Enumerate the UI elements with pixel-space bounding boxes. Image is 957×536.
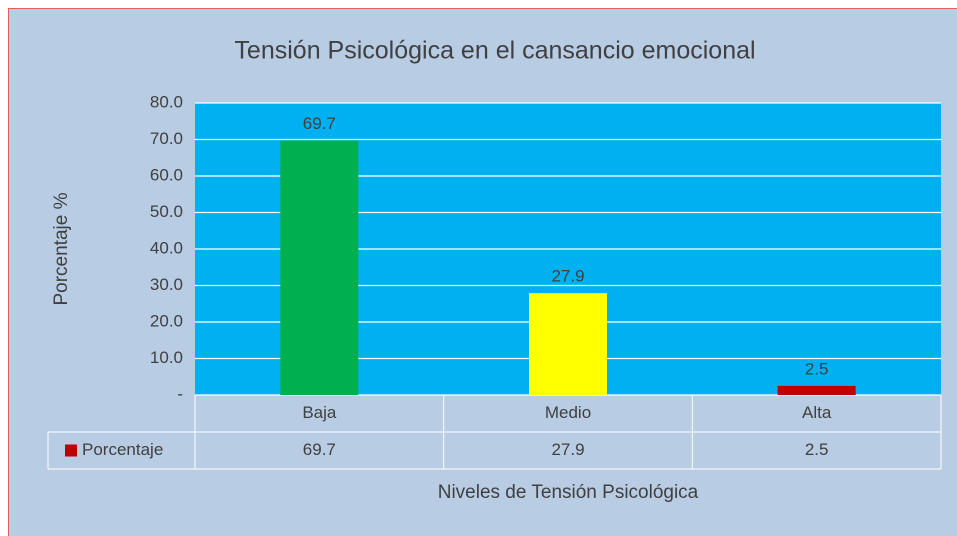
- table-value: 69.7: [303, 440, 336, 459]
- y-tick-label: 30.0: [150, 275, 183, 294]
- data-label: 27.9: [551, 267, 584, 286]
- y-tick-label: 60.0: [150, 165, 183, 184]
- y-axis-label: Porcentaje %: [51, 192, 72, 305]
- chart-title: Tensión Psicológica en el cansancio emoc…: [234, 37, 755, 65]
- legend-key: [65, 444, 77, 457]
- y-tick-label: -: [177, 384, 183, 403]
- y-tick-label: 70.0: [150, 129, 183, 148]
- x-axis-label: Niveles de Tensión Psicológica: [438, 482, 699, 503]
- table-value: 2.5: [805, 440, 829, 459]
- x-tick-label: Baja: [302, 403, 337, 422]
- y-tick-label: 20.0: [150, 311, 183, 330]
- y-tick-label: 50.0: [150, 202, 183, 221]
- x-tick-label: Alta: [802, 403, 832, 422]
- bar: [777, 385, 856, 395]
- y-tick-label: 40.0: [150, 238, 183, 257]
- x-tick-label: Medio: [545, 403, 591, 422]
- table-value: 27.9: [551, 440, 584, 459]
- legend-label: Porcentaje: [82, 440, 163, 459]
- bar: [280, 140, 359, 395]
- data-label: 69.7: [303, 114, 336, 133]
- y-tick-label: 10.0: [150, 348, 183, 367]
- y-tick-label: 80.0: [150, 92, 183, 111]
- bar: [529, 293, 607, 395]
- data-label: 2.5: [805, 359, 829, 378]
